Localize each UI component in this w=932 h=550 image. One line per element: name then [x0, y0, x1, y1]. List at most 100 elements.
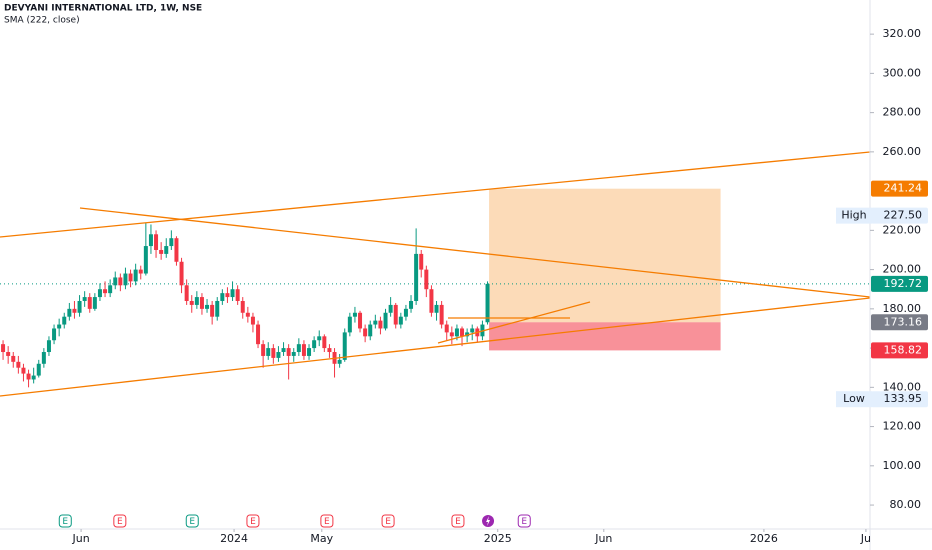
candle-body: [296, 344, 301, 353]
event-label: E: [385, 517, 391, 527]
event-icon: [486, 516, 491, 526]
candle-body: [174, 238, 179, 262]
candle-body: [271, 348, 276, 358]
y-tick-label: 100.00: [883, 459, 922, 472]
candle-body: [72, 308, 77, 313]
candle-body: [46, 340, 51, 353]
candle-body: [250, 316, 255, 325]
entry-badge: 173.16: [884, 315, 923, 328]
high-tag: High: [841, 209, 866, 222]
candle-body: [184, 285, 189, 301]
event-marker: [185, 514, 199, 528]
high-tag-bg: [836, 207, 872, 224]
x-tick-label: May: [310, 532, 333, 545]
candle-body: [36, 363, 41, 376]
candle-body: [301, 344, 306, 356]
event-label: E: [521, 517, 527, 527]
candle-body: [368, 324, 373, 337]
candle-body: [281, 348, 286, 353]
candle-body: [240, 300, 245, 313]
candle-body: [312, 340, 317, 349]
candle-body: [429, 289, 434, 313]
candle-body: [97, 289, 102, 298]
candle-body: [291, 352, 296, 356]
candle-body: [205, 304, 210, 309]
event-label: E: [117, 517, 123, 527]
y-tick-label: 260.00: [883, 145, 922, 158]
x-tick-label: 2025: [484, 532, 512, 545]
candle-body: [164, 246, 169, 254]
candle-body: [199, 297, 204, 309]
candle-body: [82, 297, 87, 301]
candle-body: [256, 324, 261, 345]
candle-body: [148, 234, 153, 247]
candle-body: [409, 300, 414, 309]
candle-body: [261, 344, 266, 356]
candle-body: [358, 312, 363, 329]
candle-body: [16, 361, 21, 368]
candle-body: [230, 289, 235, 298]
candle-body: [317, 336, 322, 341]
target-badge: 241.24: [884, 182, 923, 195]
candle-body: [485, 283, 490, 323]
candle-body: [31, 375, 36, 380]
candle-body: [210, 304, 215, 317]
y-tick-label: 200.00: [883, 263, 922, 276]
high-badge: 227.50: [884, 209, 923, 222]
candle-body: [21, 367, 26, 374]
candle-body: [11, 355, 16, 362]
event-marker: [517, 514, 531, 528]
y-tick-label: 180.00: [883, 302, 922, 315]
y-tick-label: 120.00: [883, 420, 922, 433]
candle-body: [419, 253, 424, 270]
x-tick-label: Ju: [860, 532, 871, 545]
candle-body: [307, 348, 312, 356]
event-marker: [381, 514, 395, 528]
candle-body: [286, 348, 291, 356]
candle-body: [439, 304, 444, 325]
stop-badge-bg: [871, 342, 928, 359]
low-badge: 133.95: [884, 392, 923, 405]
candle-body: [342, 332, 347, 360]
candle-body: [154, 234, 159, 250]
candle-body: [449, 332, 454, 337]
candle-body: [159, 249, 164, 254]
candle-body: [138, 269, 143, 274]
y-tick-label: 140.00: [883, 380, 922, 393]
candle-body: [363, 328, 368, 337]
candle-body: [6, 352, 11, 356]
y-tick-label: 220.00: [883, 223, 922, 236]
candle-body: [373, 320, 378, 325]
y-tick-label: 80.00: [890, 498, 922, 511]
candle-body: [113, 277, 118, 286]
low-badge-bg: [871, 391, 928, 408]
candle-body: [383, 312, 388, 329]
candle-body: [434, 304, 439, 313]
candle-body: [276, 352, 281, 358]
event-marker: [246, 514, 260, 528]
event-label: E: [250, 517, 256, 527]
candle-body: [337, 359, 342, 364]
event-marker: [451, 514, 465, 528]
candle-body: [128, 273, 133, 282]
candle-body: [194, 297, 199, 305]
candle-body: [123, 273, 128, 286]
candle-body: [235, 289, 240, 301]
candle-body: [245, 312, 250, 317]
high-badge-bg: [871, 207, 928, 224]
candle-body: [424, 269, 429, 290]
candle-body: [1, 344, 6, 353]
candle-body: [179, 261, 184, 286]
event-label: E: [62, 517, 68, 527]
candle-body: [57, 324, 62, 329]
event-label: E: [455, 517, 461, 527]
candle-body: [26, 373, 31, 380]
candle-body: [398, 316, 403, 325]
last-price-badge: 192.72: [884, 277, 923, 290]
event-marker: [58, 514, 72, 528]
candle-body: [220, 293, 225, 301]
candle-body: [143, 246, 148, 274]
candle-body: [266, 348, 271, 356]
candle-body: [322, 336, 327, 349]
candle-body: [92, 297, 97, 309]
